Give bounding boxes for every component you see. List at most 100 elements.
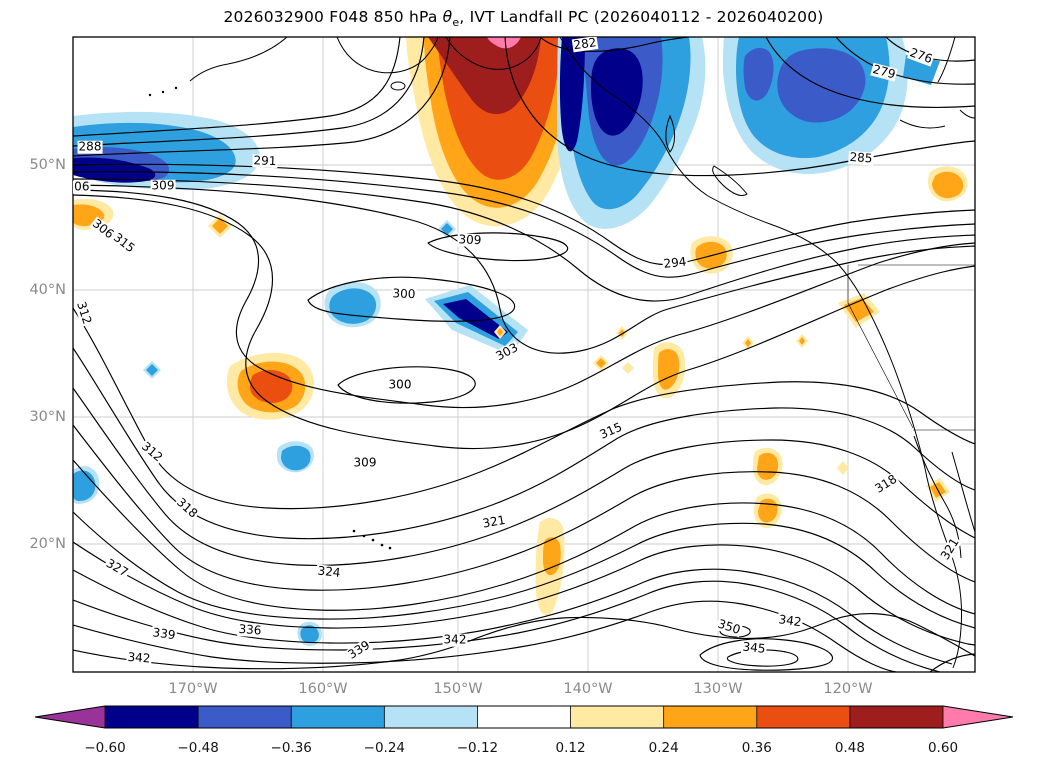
contour-line xyxy=(73,184,975,354)
shaded-region xyxy=(441,223,453,235)
shaded-region xyxy=(837,461,849,475)
coastline xyxy=(951,451,975,533)
title-theta-symbol: θ xyxy=(442,8,453,26)
coastline xyxy=(336,37,439,74)
chart-title: 2026032900 F048 850 hPa θe, IVT Landfall… xyxy=(0,8,1047,29)
coastline xyxy=(362,534,366,538)
contour-line xyxy=(73,600,897,672)
shaded-region xyxy=(745,339,751,347)
colorbar-cell xyxy=(570,706,664,728)
shaded-region xyxy=(329,288,377,324)
contour-line xyxy=(73,37,451,157)
colorbar-tick-label: 0.12 xyxy=(555,740,586,756)
title-suffix: , IVT Landfall PC (2026040112 - 20260402… xyxy=(459,8,824,26)
colorbar-extend-right-arrow xyxy=(943,706,1013,728)
contour-layer xyxy=(73,37,975,672)
colorbar-tick-label: 0.36 xyxy=(741,740,772,756)
coastline xyxy=(388,546,392,550)
title-prefix: 2026032900 F048 850 hPa xyxy=(223,8,443,26)
colorbar-cell xyxy=(198,706,292,728)
contour-line xyxy=(73,37,401,137)
x-tick-label: 140°W xyxy=(563,681,613,697)
shaded-region xyxy=(559,37,585,152)
colorbar-cell xyxy=(291,706,385,728)
contour-line xyxy=(307,276,516,322)
contour-line xyxy=(73,424,975,591)
colorbar-geometry xyxy=(34,705,1014,729)
contour-line xyxy=(73,347,975,540)
colorbar-tick-label: −0.12 xyxy=(456,740,499,756)
contour-line xyxy=(73,194,975,450)
contour-line xyxy=(73,613,975,670)
title-theta-subscript: e xyxy=(452,16,460,30)
contour-line xyxy=(73,171,975,278)
colorbar-tick-label: −0.60 xyxy=(84,740,126,756)
colorbar-tick-label: −0.24 xyxy=(363,740,406,756)
shaded-region xyxy=(777,48,866,123)
coastline xyxy=(445,37,542,70)
state-border-layer xyxy=(847,264,975,431)
contour-line xyxy=(73,541,975,646)
shaded-region xyxy=(487,37,521,49)
coastline xyxy=(707,195,928,479)
x-tick-label: 160°W xyxy=(298,681,348,697)
coastline xyxy=(559,37,709,197)
y-tick-label: 50°N xyxy=(29,157,66,173)
shaded-region xyxy=(743,47,774,101)
coastline xyxy=(352,529,356,533)
colorbar-cell xyxy=(663,706,757,728)
x-tick-label: 150°W xyxy=(433,681,483,697)
coastline xyxy=(148,93,152,97)
colorbar-cell xyxy=(849,706,943,728)
contour-line xyxy=(73,178,975,302)
coastline xyxy=(161,90,165,94)
state-border xyxy=(847,265,914,429)
shaded-region xyxy=(443,299,508,339)
contour-line xyxy=(73,387,975,566)
contour-line xyxy=(929,653,975,672)
colorbar-cell xyxy=(756,706,850,728)
colorbar-cell xyxy=(477,706,571,728)
shaded-region xyxy=(249,369,293,403)
contour-line xyxy=(726,649,799,667)
colorbar xyxy=(34,705,1014,729)
contour-line xyxy=(504,37,975,177)
colorbar-outline xyxy=(34,705,1014,729)
shaded-region xyxy=(300,625,319,644)
x-tick-label: 130°W xyxy=(693,681,743,697)
y-tick-label: 20°N xyxy=(29,536,66,552)
coastline xyxy=(926,477,962,669)
coastline xyxy=(899,37,975,129)
contour-line xyxy=(73,580,941,672)
shaded-region xyxy=(757,452,779,480)
contour-line xyxy=(73,189,975,409)
shaded-region xyxy=(212,218,228,234)
coastline xyxy=(189,37,288,82)
shaded-region xyxy=(281,445,311,471)
y-tick-label: 40°N xyxy=(29,282,66,298)
shaded-region xyxy=(596,358,606,368)
contour-line xyxy=(73,307,975,510)
shaded-region xyxy=(146,364,158,376)
contour-line xyxy=(719,625,751,638)
contour-line xyxy=(699,638,833,671)
contour-line xyxy=(73,459,975,615)
contour-line xyxy=(73,511,975,629)
contour-line xyxy=(765,37,975,108)
coastline xyxy=(380,543,384,547)
colorbar-cell xyxy=(105,706,199,728)
contour-line xyxy=(73,163,975,266)
shaded-region xyxy=(428,37,541,115)
contour-line xyxy=(337,366,476,404)
coastline xyxy=(174,86,178,90)
y-tick-label: 30°N xyxy=(29,409,66,425)
colorbar-tick-label: 0.60 xyxy=(927,740,959,756)
plot-frame xyxy=(72,36,976,673)
contour-line xyxy=(539,37,689,53)
coastline xyxy=(665,114,675,153)
contour-line xyxy=(73,568,953,665)
colorbar-extend-left-arrow xyxy=(35,706,105,728)
colorbar-tick-label: −0.48 xyxy=(177,740,219,756)
colorbar-tick-label: −0.36 xyxy=(270,740,312,756)
